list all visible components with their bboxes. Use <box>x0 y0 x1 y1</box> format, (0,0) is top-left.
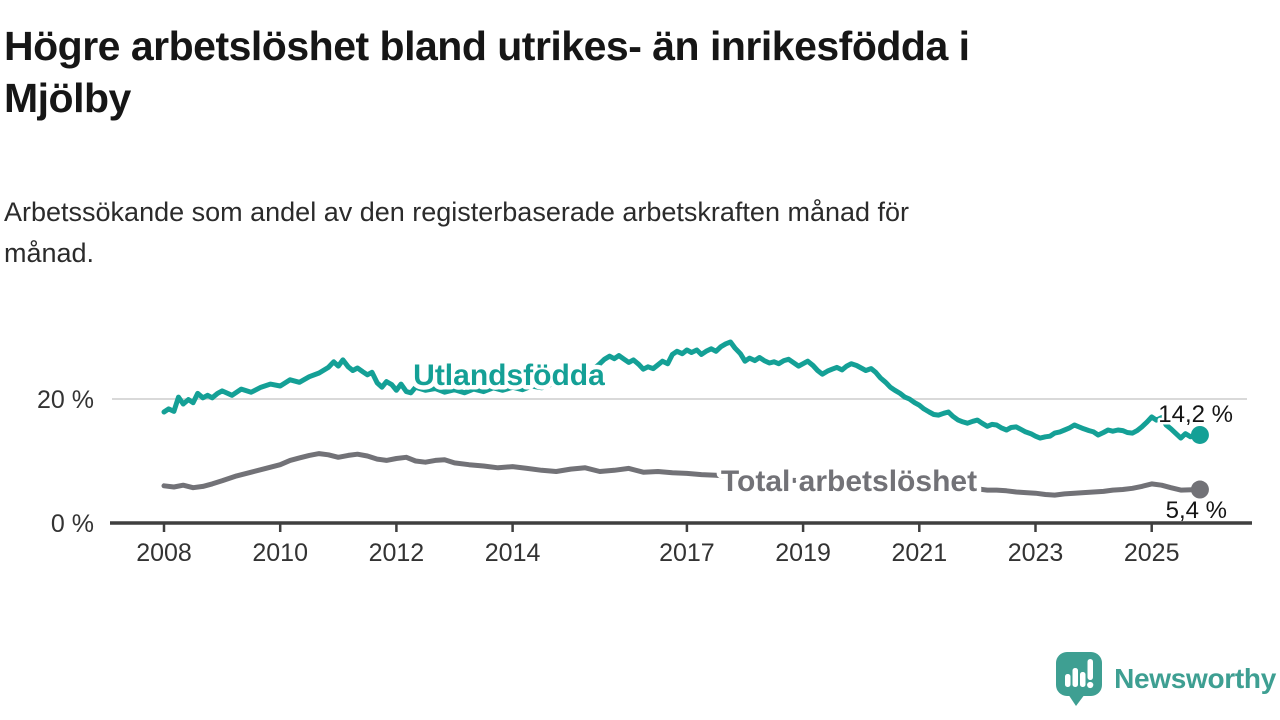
page-title-line1: Högre arbetslöshet bland utrikes- än inr… <box>4 23 970 69</box>
x-tick-label-2023: 2023 <box>1008 539 1064 567</box>
axis-layer: 2008 2010 2012 2014 2017 2019 2021 2023 2025 20 %… <box>37 386 1252 567</box>
value-label-utlandsfodda: 14,2 % <box>1158 401 1233 428</box>
series-line-1 <box>161 451 1203 498</box>
y-tick-label-20: 20 % <box>37 386 94 414</box>
chart-subtitle: Arbetssökande som andel av den registerb… <box>4 192 1254 273</box>
y-tick-label-0: 0 % <box>51 510 94 538</box>
chart-subtitle-line2: månad. <box>4 237 95 268</box>
value-label-total-arbetsloshet: 5,4 % <box>1166 497 1227 524</box>
x-tick-label-2012: 2012 <box>369 539 425 567</box>
x-tick-label-2014: 2014 <box>485 539 541 567</box>
page-title: Högre arbetslöshet bland utrikes- än inr… <box>4 20 1254 124</box>
series-line-0 <box>161 339 1203 441</box>
page-title-line2: Mjölby <box>4 75 131 122</box>
series-label-utlandsfodda: Utlandsfödda <box>413 359 605 392</box>
newsworthy-logo-icon <box>1056 652 1103 706</box>
x-tick-label-2017: 2017 <box>659 539 715 567</box>
series-end-dot-1 <box>1190 480 1209 499</box>
newsworthy-logo: Newsworthy <box>1055 651 1276 706</box>
series-label-total-arbetsloshet: Total arbetslöshet <box>721 465 977 498</box>
x-tick-label-2025: 2025 <box>1124 539 1180 567</box>
label-layer: Utlandsfödda Total arbetslöshet 14,2 % 5… <box>409 355 1236 527</box>
x-tick-label-2010: 2010 <box>252 539 308 567</box>
x-tick-label-2008: 2008 <box>136 539 192 567</box>
series-layer <box>161 339 1209 499</box>
x-tick-label-2019: 2019 <box>775 539 831 567</box>
x-tick-label-2021: 2021 <box>891 539 947 567</box>
chart-subtitle-line1: Arbetssökande som andel av den registerb… <box>4 197 910 227</box>
series-end-dot-0 <box>1190 425 1209 444</box>
newsworthy-logo-text: Newsworthy <box>1114 662 1276 694</box>
